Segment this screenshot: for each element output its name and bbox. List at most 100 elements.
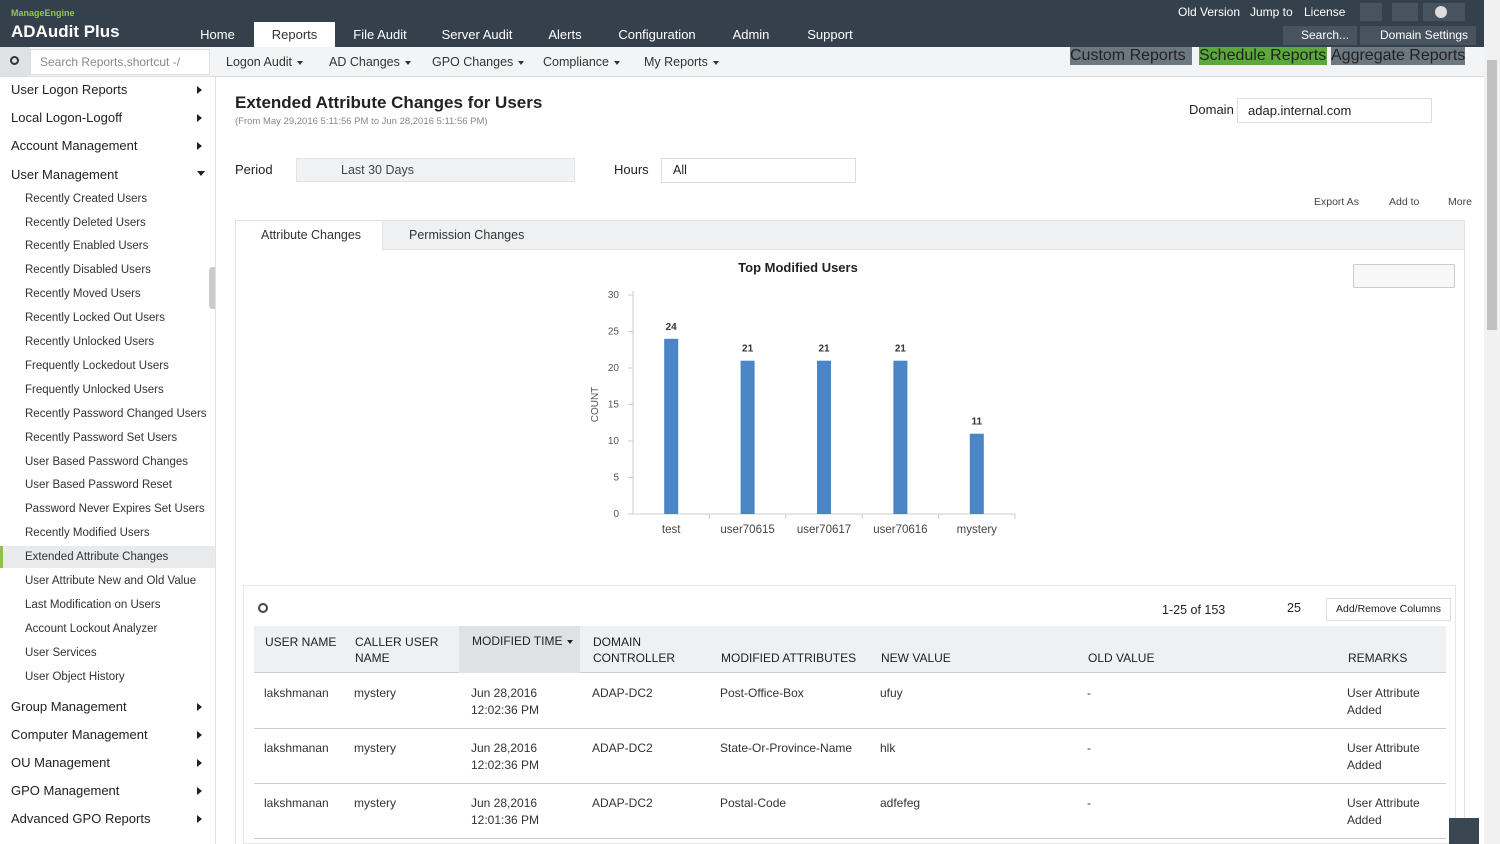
x-tick-label: user70617 bbox=[797, 524, 851, 536]
toolbar-button[interactable]: Custom Reports bbox=[1070, 47, 1192, 65]
column-header[interactable]: REMARKS bbox=[1348, 651, 1408, 665]
column-header[interactable]: OLD VALUE bbox=[1088, 651, 1155, 665]
menu-group[interactable]: OU Management bbox=[11, 754, 110, 770]
column-header[interactable]: MODIFIED TIME bbox=[472, 633, 582, 649]
report-menu[interactable]: My Reports bbox=[644, 55, 719, 69]
menu-item[interactable]: Extended Attribute Changes bbox=[25, 551, 169, 564]
period-select[interactable]: Last 30 Days bbox=[296, 158, 575, 182]
chat-button[interactable] bbox=[1449, 818, 1479, 844]
group-arrow[interactable] bbox=[197, 758, 202, 767]
menu-item[interactable]: Recently Password Set Users bbox=[25, 431, 178, 444]
group-arrow[interactable] bbox=[197, 142, 202, 151]
menu-item[interactable]: Recently Enabled Users bbox=[25, 240, 149, 253]
menu-item[interactable]: User Attribute New and Old Value bbox=[25, 575, 197, 587]
menu-group[interactable]: User Logon Reports bbox=[11, 82, 128, 97]
menu-group[interactable]: Group Management bbox=[11, 698, 127, 714]
menu-item[interactable]: Last Modification on Users bbox=[25, 598, 161, 611]
nav-tab[interactable]: Admin bbox=[732, 27, 770, 42]
nav-tab[interactable]: Configuration bbox=[618, 27, 696, 42]
menu-item[interactable]: Recently Deleted Users bbox=[25, 216, 146, 229]
group-arrow[interactable] bbox=[197, 730, 202, 739]
group-arrow[interactable] bbox=[197, 787, 202, 796]
nav-tab[interactable]: File Audit bbox=[353, 27, 407, 42]
hours-select[interactable]: All bbox=[661, 158, 856, 183]
collapse-handle[interactable] bbox=[209, 267, 215, 309]
table-cell: lakshmanan bbox=[264, 796, 329, 810]
chart-tools[interactable] bbox=[1353, 264, 1455, 288]
menu-group[interactable]: Advanced GPO Reports bbox=[11, 811, 151, 827]
license-icon[interactable] bbox=[1360, 3, 1382, 21]
menu-group[interactable]: Computer Management bbox=[11, 726, 148, 742]
column-header[interactable]: CALLER USER NAME bbox=[355, 635, 439, 665]
nav-tab[interactable]: Home bbox=[200, 27, 235, 42]
menu-item[interactable]: Frequently Lockedout Users bbox=[25, 359, 169, 372]
sidebar: User Logon Reports Local Logon-Logoff Acco… bbox=[0, 77, 216, 844]
domain-settings[interactable]: Domain Settings bbox=[1360, 26, 1477, 45]
column-header[interactable]: DOMAIN CONTROLLER bbox=[593, 635, 676, 665]
page-size[interactable]: 25 bbox=[1287, 601, 1301, 615]
menu-group[interactable]: GPO Management bbox=[11, 783, 120, 799]
add-remove-columns[interactable]: Add/Remove Columns bbox=[1326, 598, 1452, 621]
nav-tab[interactable]: Alerts bbox=[548, 27, 582, 42]
menu-item[interactable]: Recently Created Users bbox=[25, 192, 148, 205]
menu-item[interactable]: User Based Password Changes bbox=[25, 455, 188, 468]
report-menu[interactable]: AD Changes bbox=[329, 55, 411, 69]
x-tick-label: test bbox=[662, 524, 681, 536]
report-menu[interactable]: GPO Changes bbox=[432, 55, 525, 69]
toolbar-button[interactable]: Schedule Reports bbox=[1199, 47, 1327, 65]
nav-tab[interactable]: Reports bbox=[254, 22, 335, 47]
table-search[interactable] bbox=[258, 603, 268, 613]
group-arrow[interactable] bbox=[197, 86, 202, 94]
top-link[interactable]: Jump to bbox=[1250, 5, 1293, 19]
group-arrow[interactable] bbox=[197, 170, 205, 176]
report-tab[interactable]: Permission Changes bbox=[409, 228, 525, 242]
column-header[interactable]: NEW VALUE bbox=[881, 651, 951, 665]
domain-select[interactable]: adap.internal.com bbox=[1237, 98, 1432, 123]
menu-item[interactable]: Recently Disabled Users bbox=[25, 264, 151, 277]
column-header[interactable]: USER NAME bbox=[265, 635, 337, 649]
user-icon[interactable] bbox=[1423, 3, 1465, 21]
group-arrow[interactable] bbox=[197, 114, 202, 123]
report-menu[interactable]: Compliance bbox=[543, 55, 621, 69]
product[interactable]: ADAudit Plus bbox=[11, 22, 120, 41]
data-label: 21 bbox=[818, 344, 830, 355]
menu-item[interactable]: Recently Modified Users bbox=[25, 527, 150, 540]
nav-tab[interactable]: Support bbox=[807, 27, 853, 42]
report-menu[interactable]: Logon Audit bbox=[226, 55, 304, 69]
report-action[interactable]: Add to bbox=[1389, 196, 1420, 208]
menu-item[interactable]: Recently Locked Out Users bbox=[25, 312, 165, 325]
menu-item[interactable]: Password Never Expires Set Users bbox=[25, 503, 205, 516]
report-action[interactable]: More bbox=[1448, 196, 1472, 208]
menu-item[interactable]: User Based Password Reset bbox=[25, 479, 173, 492]
group-arrow[interactable] bbox=[197, 815, 202, 824]
search-icon[interactable] bbox=[0, 47, 30, 77]
brand: ManageEngine bbox=[11, 8, 75, 18]
table-cell: User Attribute Added bbox=[1347, 741, 1420, 772]
menu-item[interactable]: Recently Unlocked Users bbox=[25, 336, 155, 348]
help-icon[interactable] bbox=[1392, 3, 1418, 21]
scrollbar[interactable] bbox=[1484, 0, 1500, 844]
group-arrow[interactable] bbox=[197, 702, 202, 711]
top-link[interactable]: License bbox=[1304, 5, 1346, 19]
menu-item[interactable]: User Object History bbox=[25, 670, 125, 683]
nav-tab[interactable]: Server Audit bbox=[441, 27, 513, 42]
top-link[interactable]: Old Version bbox=[1178, 5, 1241, 19]
y-tick-label: 5 bbox=[613, 473, 619, 484]
menu-item[interactable]: Account Lockout Analyzer bbox=[25, 622, 158, 635]
report-action[interactable]: Export As bbox=[1314, 196, 1359, 208]
tab-panel bbox=[235, 250, 1465, 844]
menu-group[interactable]: Account Management bbox=[11, 138, 138, 154]
menu-item[interactable]: Recently Password Changed Users bbox=[25, 407, 207, 420]
menu-item[interactable]: Frequently Unlocked Users bbox=[25, 383, 164, 396]
menu-item[interactable]: User Services bbox=[25, 646, 97, 659]
toolbar-button[interactable]: Aggregate Reports bbox=[1331, 47, 1466, 65]
report-tab[interactable]: Attribute Changes bbox=[261, 228, 362, 242]
top-search[interactable]: Search... bbox=[1283, 26, 1358, 45]
menu-group[interactable]: Local Logon-Logoff bbox=[11, 110, 123, 126]
table-cell: hlk bbox=[880, 741, 896, 755]
header-row bbox=[254, 626, 1446, 673]
report-search[interactable]: Search Reports,shortcut -/ bbox=[30, 49, 210, 75]
column-header[interactable]: MODIFIED ATTRIBUTES bbox=[721, 651, 857, 665]
menu-group[interactable]: User Management bbox=[11, 166, 118, 182]
menu-item[interactable]: Recently Moved Users bbox=[25, 288, 141, 301]
